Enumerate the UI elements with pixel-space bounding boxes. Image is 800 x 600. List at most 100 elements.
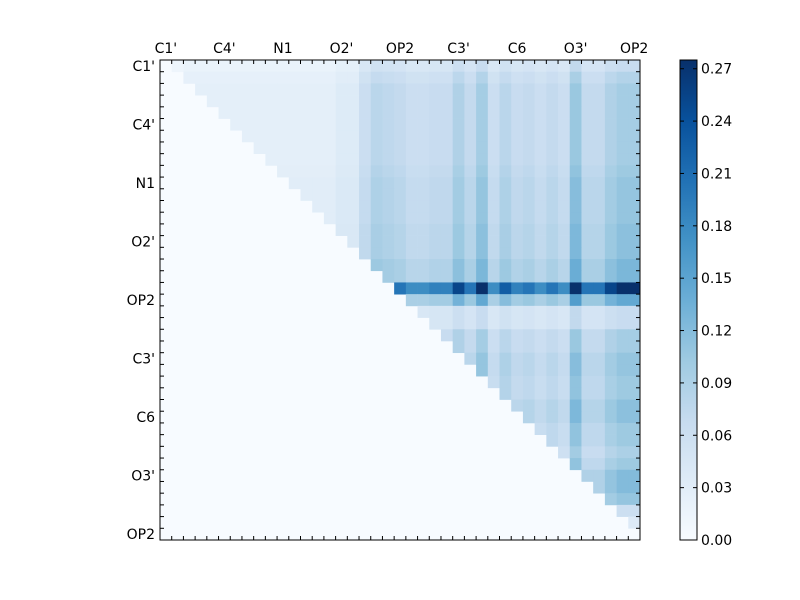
heatmap-cell: [382, 141, 395, 155]
heatmap-cell: [487, 60, 500, 73]
heatmap-cell: [417, 153, 430, 166]
heatmap-cell: [534, 317, 547, 330]
heatmap-cell: [511, 153, 524, 166]
heatmap-cell: [487, 118, 500, 131]
heatmap-cell: [241, 106, 255, 119]
heatmap-cell: [487, 247, 500, 260]
heatmap-cell: [569, 387, 582, 400]
heatmap-cell: [440, 259, 454, 272]
heatmap-cell: [405, 165, 418, 178]
heatmap-cell: [241, 118, 255, 131]
heatmap-cell: [546, 352, 559, 365]
heatmap-cell: [394, 95, 407, 108]
heatmap-cell: [593, 259, 606, 272]
heatmap-cell: [440, 305, 454, 318]
colorbar-tick-label: 0.15: [701, 271, 732, 287]
heatmap-cell: [628, 376, 641, 389]
heatmap-cell: [382, 165, 395, 178]
heatmap-cell: [429, 235, 442, 248]
heatmap-cell: [522, 352, 535, 365]
heatmap-cell: [511, 399, 524, 412]
heatmap-cell: [440, 270, 454, 283]
heatmap-cell: [464, 235, 477, 248]
heatmap-cell: [452, 200, 465, 213]
heatmap-cell: [604, 83, 617, 96]
heatmap-cell: [569, 294, 582, 307]
heatmap-cell: [581, 364, 594, 377]
heatmap-cell: [616, 247, 629, 260]
heatmap-cell: [534, 177, 547, 190]
heatmap-cell: [370, 95, 383, 108]
heatmap-cell: [628, 83, 641, 96]
heatmap-cell: [558, 212, 571, 225]
heatmap-cell: [359, 200, 372, 213]
heatmap-cell: [335, 188, 348, 201]
heatmap-minor-ticks: [159, 59, 641, 541]
heatmap-cell: [511, 329, 524, 342]
heatmap-cell: [522, 259, 535, 272]
heatmap-cell: [511, 106, 524, 119]
heatmap-cell: [628, 200, 641, 213]
heatmap-cell: [476, 305, 489, 318]
heatmap-cell: [534, 364, 547, 377]
heatmap-cell: [616, 434, 629, 447]
heatmap-cell: [487, 352, 500, 365]
heatmap-cell: [593, 130, 606, 143]
heatmap-cell: [569, 247, 582, 260]
heatmap-cell: [417, 118, 430, 131]
heatmap-cell: [593, 317, 606, 330]
heatmap-cell: [581, 282, 594, 295]
heatmap-cell: [593, 282, 606, 295]
heatmap-cell: [534, 223, 547, 236]
heatmap-cell: [569, 141, 582, 155]
heatmap-cell: [569, 282, 582, 295]
heatmap-cell: [534, 83, 547, 96]
heatmap-cell: [370, 200, 383, 213]
heatmap-cell: [546, 188, 559, 201]
heatmap-cell: [499, 83, 512, 96]
heatmap-cell: [452, 270, 465, 283]
heatmap-cell: [312, 118, 325, 131]
heatmap-cell: [464, 106, 477, 119]
heatmap-cell: [417, 270, 430, 283]
heatmap-cell: [616, 422, 629, 435]
heatmap-cell: [476, 270, 489, 283]
heatmap-cell: [464, 282, 477, 295]
heatmap-cell: [323, 165, 336, 178]
heatmap-cell: [359, 223, 372, 236]
heatmap-cell: [382, 118, 395, 131]
heatmap-cell: [440, 106, 454, 119]
heatmap-cell: [628, 165, 641, 178]
heatmap-cell: [417, 223, 430, 236]
heatmap-cell: [300, 71, 313, 84]
heatmap-cell: [476, 130, 489, 143]
heatmap-cell: [534, 422, 547, 435]
heatmap-cell: [370, 83, 383, 96]
heatmap-cell: [405, 153, 418, 166]
heatmap-cell: [569, 352, 582, 365]
heatmap-cell: [440, 294, 454, 307]
heatmap-cell: [323, 118, 336, 131]
heatmap-cell: [300, 95, 313, 108]
heatmap-cell: [522, 340, 535, 354]
heatmap-cell: [476, 235, 489, 248]
heatmap-cell: [604, 481, 617, 494]
heatmap-cell: [440, 329, 454, 342]
heatmap-cell: [323, 60, 336, 73]
y-tick-label: C3': [132, 352, 155, 368]
heatmap-cell: [452, 130, 465, 143]
heatmap-cell: [288, 165, 301, 178]
heatmap-cell: [464, 153, 477, 166]
heatmap-cell: [546, 223, 559, 236]
heatmap-cell: [604, 223, 617, 236]
heatmap-cell: [417, 200, 430, 213]
heatmap-cell: [581, 95, 594, 108]
heatmap-cell: [323, 83, 336, 96]
heatmap-cell: [522, 399, 535, 412]
heatmap-cell: [628, 153, 641, 166]
heatmap-cell: [265, 71, 278, 84]
heatmap-cell: [452, 305, 465, 318]
heatmap-cell: [499, 282, 512, 295]
heatmap-cell: [323, 200, 336, 213]
heatmap-cell: [288, 118, 301, 131]
